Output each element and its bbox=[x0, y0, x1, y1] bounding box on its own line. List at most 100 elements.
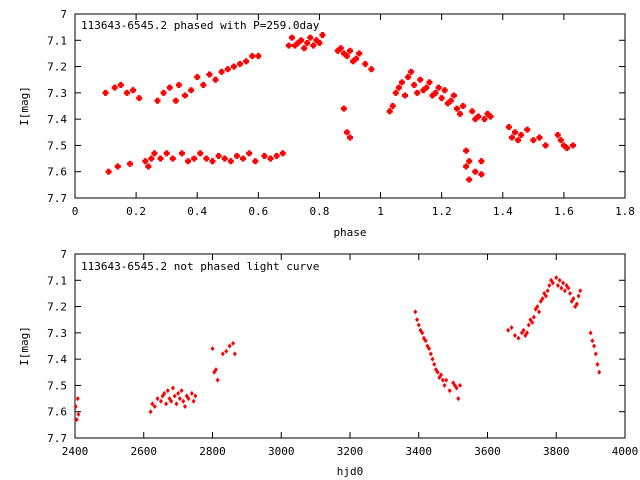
chart1-data-point bbox=[417, 76, 424, 83]
chart2-data-point bbox=[537, 309, 542, 315]
chart1-data-point bbox=[472, 116, 479, 123]
chart1-data-point bbox=[227, 158, 234, 165]
chart1-data-point bbox=[237, 60, 243, 67]
chart1-data-point bbox=[484, 110, 491, 117]
chart1-data-point bbox=[127, 160, 133, 167]
chart2-data-point bbox=[561, 280, 566, 286]
chart2-data-point bbox=[509, 325, 514, 331]
chart1-y-tick-label: 7.2 bbox=[47, 61, 67, 74]
chart1-data-point bbox=[197, 150, 204, 157]
chart1-data-point bbox=[206, 71, 213, 78]
chart2-data-point bbox=[428, 351, 433, 357]
chart2-data-point bbox=[597, 369, 602, 375]
chart2-data-point bbox=[169, 398, 174, 404]
chart2-data-point bbox=[74, 417, 79, 423]
chart1-data-point bbox=[319, 32, 326, 39]
chart1-data-point bbox=[246, 150, 253, 157]
chart2-y-tick-label: 7.5 bbox=[47, 379, 67, 392]
chart1-data-point bbox=[123, 89, 130, 96]
chart1-data-point bbox=[178, 150, 185, 157]
chart2-x-tick-label: 3000 bbox=[268, 445, 295, 458]
chart1-data-point bbox=[337, 45, 344, 52]
chart2-data-point bbox=[420, 330, 425, 336]
chart1-data-point bbox=[252, 158, 259, 165]
chart2-data-point bbox=[176, 390, 181, 396]
chart1-x-tick-label: 0.6 bbox=[248, 205, 268, 218]
chart1-data-point bbox=[429, 92, 436, 99]
chart2-data-point bbox=[155, 396, 160, 402]
chart1-data-point bbox=[420, 87, 427, 94]
chart2-data-point bbox=[215, 377, 220, 383]
chart2-data-point bbox=[592, 343, 597, 349]
chart1-data-point bbox=[182, 92, 188, 99]
chart1-data-point bbox=[460, 103, 467, 109]
chart1-data-point bbox=[188, 87, 195, 94]
chart1-y-tick-label: 7.4 bbox=[47, 113, 67, 126]
chart2-data-point bbox=[416, 322, 421, 328]
chart1-data-point bbox=[212, 76, 219, 83]
chart2-y-tick-label: 7.3 bbox=[47, 327, 67, 340]
chart1-data-point bbox=[145, 163, 152, 170]
chart2-data-point bbox=[550, 280, 555, 286]
chart1-data-point bbox=[457, 110, 463, 117]
chart2-data-point bbox=[430, 356, 435, 362]
chart1-data-point bbox=[301, 45, 308, 52]
chart2-data-point bbox=[227, 343, 232, 349]
chart2-data-point bbox=[555, 283, 560, 289]
chart1-data-point bbox=[166, 84, 173, 91]
chart2-data-point bbox=[174, 401, 179, 407]
chart1-data-point bbox=[114, 163, 121, 170]
chart2-x-tick-label: 2600 bbox=[131, 445, 158, 458]
chart2-data-point bbox=[557, 277, 562, 283]
chart2-data-point bbox=[186, 396, 191, 402]
chart1-data-point bbox=[340, 50, 347, 57]
chart2-data-point bbox=[554, 275, 559, 281]
chart1-data-point bbox=[395, 84, 402, 91]
chart2-data-point bbox=[148, 409, 153, 415]
chart2-data-point bbox=[150, 401, 155, 407]
chart1-x-tick-label: 1.4 bbox=[493, 205, 513, 218]
chart1-x-tick-label: 1.2 bbox=[432, 205, 452, 218]
chart2-data-point bbox=[540, 296, 545, 302]
chart2-x-axis-label: hjd0 bbox=[337, 465, 364, 478]
chart1-data-point bbox=[453, 105, 460, 112]
chart2-data-point bbox=[562, 288, 567, 294]
chart1-data-point bbox=[432, 89, 439, 96]
chart1-data-point bbox=[347, 134, 353, 141]
chart1-data-point bbox=[560, 142, 567, 149]
chart1-data-point bbox=[111, 84, 118, 91]
chart1-data-point bbox=[481, 116, 488, 123]
chart1-title: 113643-6545.2 phased with P=259.0day bbox=[81, 19, 320, 32]
chart1-data-point bbox=[466, 176, 473, 183]
chart2-x-tick-label: 3400 bbox=[406, 445, 433, 458]
chart1-y-axis-label: I[mag] bbox=[18, 86, 31, 126]
chart1-data-point bbox=[169, 155, 176, 162]
chart2-y-tick-label: 7 bbox=[60, 248, 67, 261]
chart2-data-point bbox=[158, 398, 163, 404]
chart2-data-point bbox=[571, 296, 576, 302]
chart1-y-tick-label: 7.7 bbox=[47, 192, 67, 205]
chart2-x-tick-label: 4000 bbox=[612, 445, 639, 458]
chart1-data-point bbox=[307, 34, 314, 41]
chart2-data-point bbox=[593, 351, 598, 357]
chart1-data-point bbox=[285, 42, 292, 49]
chart1-data-point bbox=[475, 113, 482, 120]
chart2-data-point bbox=[76, 411, 81, 417]
chart1-data-point bbox=[221, 155, 228, 162]
chart1-data-point bbox=[343, 53, 350, 60]
chart1-data-point bbox=[261, 152, 268, 159]
chart1-data-point bbox=[136, 95, 143, 102]
chart2-data-point bbox=[526, 322, 531, 328]
chart2-data-point bbox=[189, 390, 194, 396]
chart1-data-point bbox=[191, 155, 198, 162]
chart1-data-point bbox=[267, 155, 274, 162]
chart2-data-point bbox=[439, 372, 444, 378]
chart1-data-point bbox=[163, 150, 170, 157]
chart1-data-point bbox=[230, 63, 237, 70]
chart1-data-point bbox=[218, 68, 225, 75]
chart1-data-point bbox=[518, 131, 525, 138]
chart2-data-point bbox=[435, 369, 440, 375]
chart2-x-tick-label: 3200 bbox=[337, 445, 364, 458]
chart1-plot-frame bbox=[74, 13, 626, 199]
